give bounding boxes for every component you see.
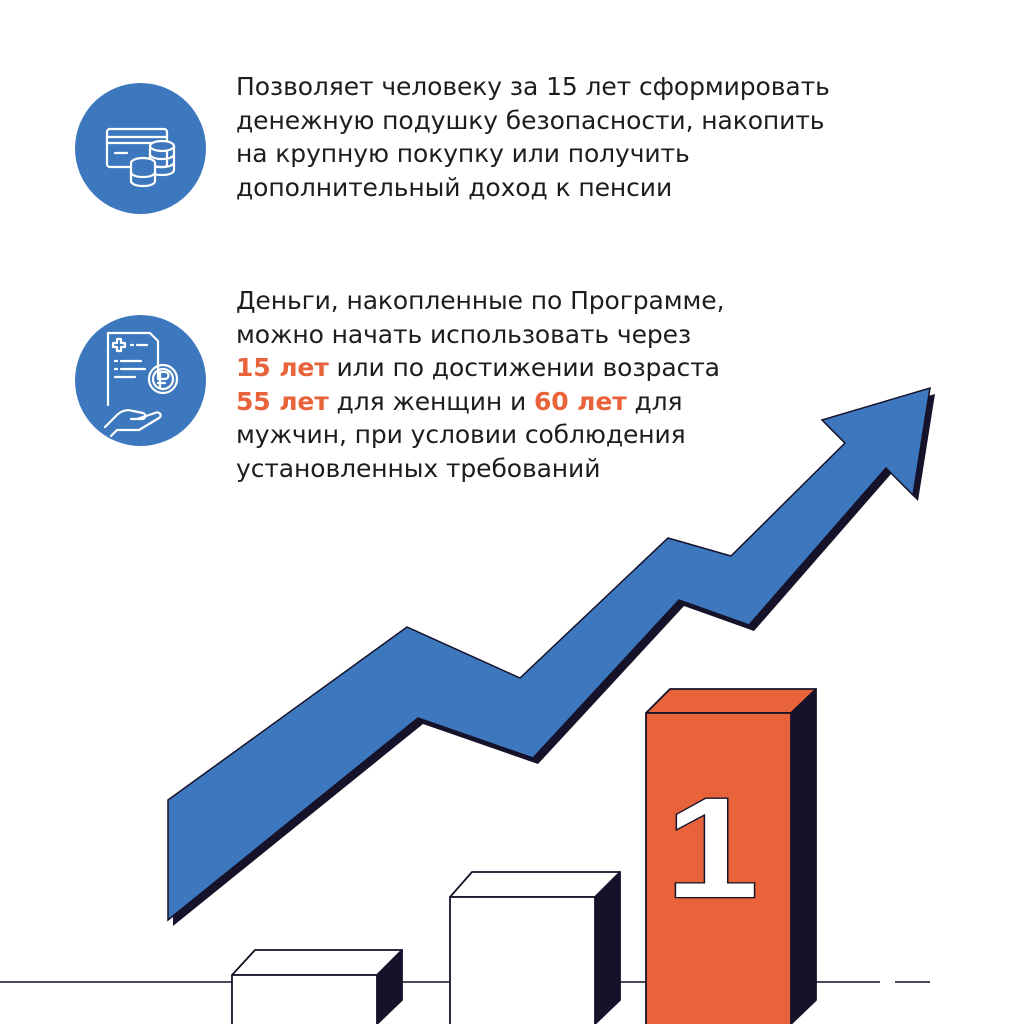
text-line: можно начать использовать через <box>236 319 692 349</box>
text-line: Позволяет человеку за 15 лет сформироват… <box>236 72 830 101</box>
bar-medium <box>449 871 621 1024</box>
bar-small <box>231 949 403 1024</box>
text-line: Деньги, накопленные по Программе, <box>236 286 725 315</box>
text-line: на крупную покупку или получить <box>236 139 690 168</box>
text-fragment: для женщин и <box>328 386 534 416</box>
text-fragment: для <box>626 386 683 416</box>
text-line: денежную подушку безопасности, накопить <box>236 105 825 135</box>
savings-benefit-text: Позволяет человеку за 15 лет сформироват… <box>236 70 830 204</box>
highlight-60-years: 60 лет <box>533 386 627 416</box>
growth-arrow-icon <box>167 386 935 926</box>
document-ruble-hand-icon <box>75 315 206 446</box>
text-line: 55 лет для женщин и 60 лет для <box>236 385 724 419</box>
bar-label: 1 <box>665 768 760 929</box>
card-and-coins-icon <box>75 83 206 214</box>
text-line: установленных требований <box>236 453 601 483</box>
highlight-55-years: 55 лет <box>236 386 329 416</box>
text-line: дополнительный доход к пенсии <box>236 172 673 202</box>
text-line: 15 лет или по достижении возраста <box>236 351 724 385</box>
text-line: мужчин, при условии соблюдения <box>236 420 686 449</box>
usage-conditions-text: Деньги, накопленные по Программе, можно … <box>236 284 725 485</box>
highlight-15-years: 15 лет <box>236 353 329 382</box>
bar-tall <box>645 688 817 1024</box>
arrow-body <box>167 386 931 922</box>
text-fragment: или по достижении возраста <box>328 353 720 382</box>
